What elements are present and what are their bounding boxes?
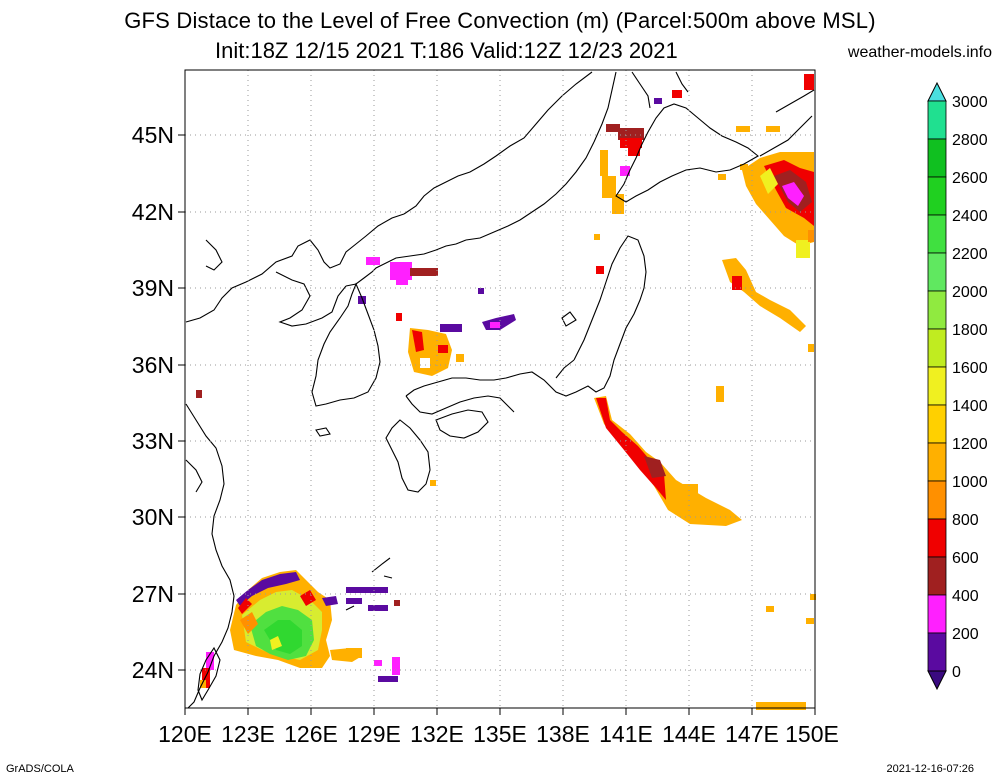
map-title: GFS Distace to the Level of Free Convect… xyxy=(124,8,876,33)
colorbar-swatch xyxy=(927,404,947,444)
colorbar-top-arrow xyxy=(927,81,947,102)
colorbar-label: 3000 xyxy=(952,94,988,111)
lon-label: 132E xyxy=(410,721,464,747)
field-korea xyxy=(358,257,516,376)
colorbar-swatch xyxy=(927,100,947,140)
colorbar-label: 600 xyxy=(952,550,979,567)
graticule xyxy=(185,70,815,708)
colorbar-swatch xyxy=(927,480,947,520)
colorbar-swatch xyxy=(927,594,947,634)
site-credit: weather-models.info xyxy=(847,44,992,61)
colorbar-swatch xyxy=(927,518,947,558)
field-izu xyxy=(196,390,816,710)
colorbar-label: 1200 xyxy=(952,436,988,453)
colorbar-label: 1000 xyxy=(952,474,988,491)
lon-label: 138E xyxy=(536,721,590,747)
lat-label: 39N xyxy=(132,275,174,301)
field-okinawa xyxy=(230,570,400,682)
lon-label: 150E xyxy=(785,721,839,747)
colorbar-label: 1400 xyxy=(952,398,988,415)
colorbar-label: 2600 xyxy=(952,170,988,187)
colorbar-swatch xyxy=(927,214,947,254)
lon-label: 123E xyxy=(221,721,275,747)
lon-label: 144E xyxy=(662,721,716,747)
lon-label: 141E xyxy=(599,721,653,747)
lat-label: 42N xyxy=(132,199,174,225)
colorbar-label: 1800 xyxy=(952,322,988,339)
lfc-field xyxy=(196,74,816,710)
footer-left: GrADS/COLA xyxy=(6,763,74,775)
lat-label: 24N xyxy=(132,657,174,683)
init-valid-text: Init:18Z 12/15 2021 T:186 Valid:12Z 12/2… xyxy=(215,38,678,63)
field-east-pacific xyxy=(716,258,814,402)
field-taiwan xyxy=(200,652,214,688)
colorbar-label: 800 xyxy=(952,512,979,529)
lon-labels: 120E 123E 126E 129E 132E 135E 138E 141E … xyxy=(158,721,839,747)
lon-label: 120E xyxy=(158,721,212,747)
coastlines xyxy=(185,71,815,709)
colorbar-swatch xyxy=(927,442,947,482)
lat-label: 45N xyxy=(132,122,174,148)
lon-label: 129E xyxy=(347,721,401,747)
colorbar-swatch xyxy=(927,290,947,330)
colorbar-label: 2400 xyxy=(952,208,988,225)
colorbar-swatch xyxy=(927,556,947,596)
colorbar-label: 0 xyxy=(952,664,961,681)
lat-label: 27N xyxy=(132,581,174,607)
lon-label: 135E xyxy=(473,721,527,747)
colorbar-swatch xyxy=(927,252,947,292)
colorbar-swatch xyxy=(927,328,947,368)
lon-label: 126E xyxy=(284,721,338,747)
colorbar-label: 2200 xyxy=(952,246,988,263)
colorbar-bottom-arrow xyxy=(927,670,947,691)
field-hokkaido xyxy=(594,90,780,274)
colorbar-swatch xyxy=(927,138,947,178)
colorbar-swatch xyxy=(927,632,947,672)
lat-labels: 45N 42N 39N 36N 33N 30N 27N 24N xyxy=(132,122,174,683)
colorbar: 3000280026002400220020001800160014001200… xyxy=(927,81,988,691)
lon-label: 147E xyxy=(725,721,779,747)
colorbar-label: 1600 xyxy=(952,360,988,377)
colorbar-swatch xyxy=(927,366,947,406)
colorbar-label: 2000 xyxy=(952,284,988,301)
lat-label: 36N xyxy=(132,352,174,378)
colorbar-label: 200 xyxy=(952,626,979,643)
lat-label: 33N xyxy=(132,428,174,454)
axis-ticks xyxy=(178,134,816,715)
colorbar-label: 2800 xyxy=(952,132,988,149)
lat-label: 30N xyxy=(132,504,174,530)
colorbar-label: 400 xyxy=(952,588,979,605)
colorbar-swatch xyxy=(927,176,947,216)
field-kurils xyxy=(718,74,814,258)
footer-right: 2021-12-16-07:26 xyxy=(886,763,974,775)
